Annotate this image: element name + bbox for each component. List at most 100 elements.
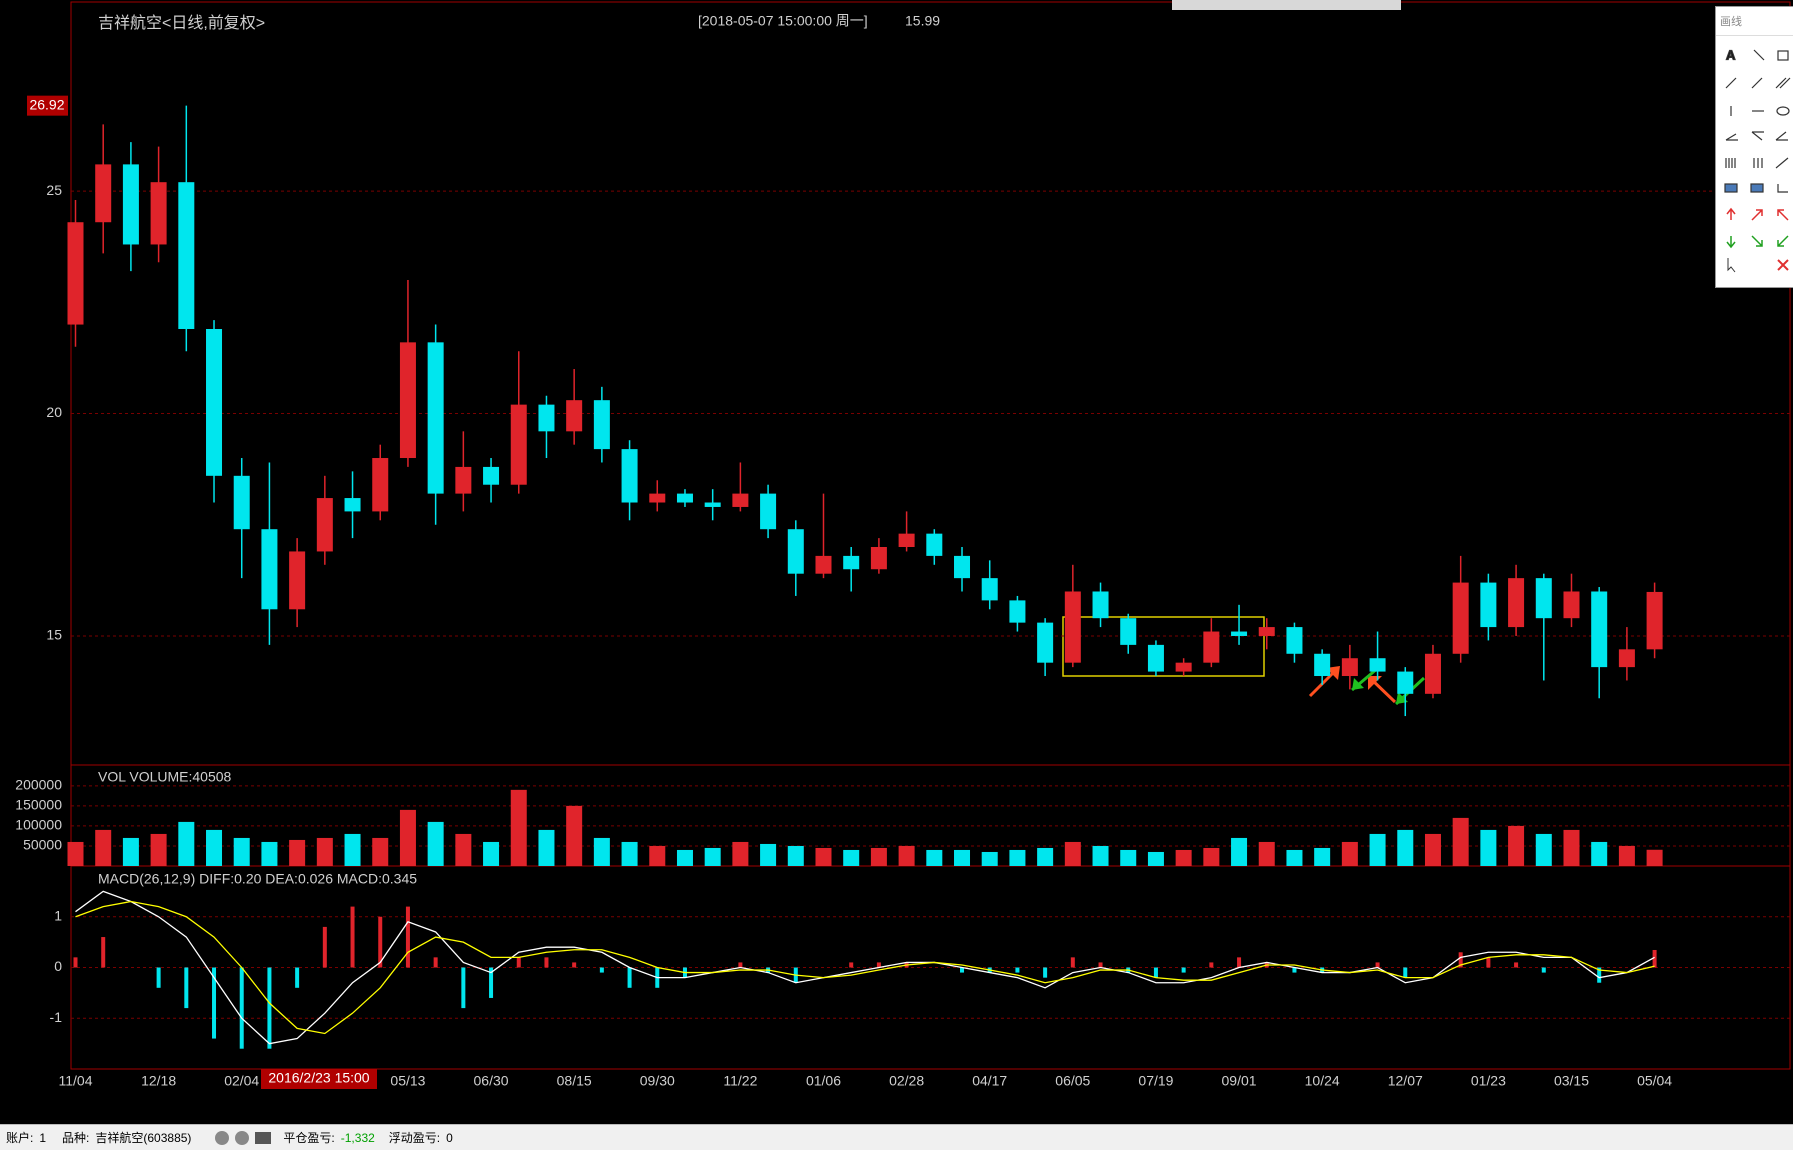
tab-strip[interactable] [1172, 0, 1401, 10]
macd-bar [378, 916, 383, 968]
macd-bar [1043, 967, 1048, 978]
floating-pl-label: 浮动盈亏: [388, 1131, 441, 1145]
macd-bar [1652, 949, 1657, 968]
volume-bar [344, 833, 361, 866]
candle-body [1120, 618, 1137, 645]
closed-pl-label: 平仓盈亏: [283, 1131, 335, 1145]
volume-bar [1508, 825, 1525, 866]
timestamp: [2018-05-07 15:00:00 周一] [698, 13, 868, 29]
macd-bar [1403, 967, 1408, 978]
volume-bar [843, 849, 860, 866]
zoom-out[interactable] [215, 1130, 230, 1145]
volume-label: VOL VOLUME:40508 [98, 769, 232, 785]
candle-body [1203, 631, 1220, 663]
symbol-label: 品种: [62, 1131, 90, 1145]
volume-bar [1064, 841, 1081, 866]
volume-bar [483, 841, 500, 866]
candle-body [316, 498, 333, 552]
x-tick-label: 09/30 [640, 1073, 675, 1089]
volume-bar [1618, 845, 1635, 866]
candle-body [760, 493, 777, 530]
candle-body [593, 400, 610, 450]
volume-bar [704, 847, 721, 866]
candle-body [676, 493, 693, 503]
macd-bar [73, 957, 78, 968]
volume-bar [593, 837, 610, 866]
volume-bar [233, 837, 250, 866]
x-tick-label: 07/19 [1138, 1073, 1173, 1089]
candle-body [1508, 578, 1525, 628]
floating-pl: 0 [446, 1130, 453, 1145]
macd-bar [212, 967, 217, 1039]
macd-bar [295, 967, 300, 988]
macd-bar [1070, 957, 1075, 968]
x-tick-label: 05/13 [390, 1073, 425, 1089]
volume-bar [566, 805, 583, 866]
view-button[interactable] [255, 1131, 272, 1144]
candle-body [510, 404, 527, 485]
macd-bar [849, 962, 854, 968]
candle-body [1452, 582, 1469, 654]
candle-body [843, 555, 860, 570]
price-panel [70, 1, 1791, 766]
candle-body [289, 551, 306, 610]
volume-bar [1009, 849, 1026, 866]
candle-body [1231, 631, 1248, 636]
volume-bar [316, 837, 333, 866]
candle-body [1037, 622, 1054, 663]
y-tick-label: -1 [50, 1009, 63, 1025]
volume-bar [538, 829, 555, 866]
x-tick-label: 02/04 [224, 1073, 259, 1089]
macd-bar [516, 957, 521, 968]
volume-bar [649, 845, 666, 866]
volume-bar [787, 845, 804, 866]
volume-bar [981, 851, 998, 866]
volume-bar [870, 847, 887, 866]
macd-bar [876, 962, 881, 968]
crosshair-label: 2016/2/23 15:00 [268, 1070, 369, 1086]
candle-body [1175, 662, 1192, 672]
candle-body [1646, 591, 1663, 650]
macd-bar [1015, 967, 1020, 973]
macd-bar [599, 967, 604, 973]
y-tick-label: 200000 [15, 777, 62, 793]
volume-bar [732, 841, 749, 866]
macd-bar [1209, 962, 1214, 968]
macd-bar [489, 967, 494, 998]
macd-bar [433, 957, 438, 968]
volume-bar [954, 849, 971, 866]
candle-body [427, 342, 444, 494]
volume-bar [898, 845, 915, 866]
high-marker-box [27, 95, 68, 116]
drawn-rectangle[interactable] [1062, 616, 1265, 677]
zoom-in[interactable] [235, 1130, 250, 1145]
candle-body [1563, 591, 1580, 619]
volume-bar [261, 841, 278, 866]
volume-bar [1591, 841, 1608, 866]
y-tick-label: 15 [46, 627, 62, 643]
volume-bar [122, 837, 139, 866]
volume-bar [1452, 817, 1469, 866]
toolbar-icons[interactable]: A [1716, 36, 1793, 286]
macd-bar [239, 967, 244, 1049]
x-tick-label: 11/22 [723, 1073, 757, 1089]
candle-body [1314, 653, 1331, 677]
candle-body [1341, 658, 1358, 677]
macd-bar [461, 967, 466, 1009]
macd-bar [1597, 967, 1602, 983]
candle-body [1591, 591, 1608, 668]
macd-bar [267, 967, 272, 1049]
y-tick-label: 20 [46, 404, 62, 420]
account[interactable]: 1 [39, 1130, 47, 1145]
symbol[interactable]: 吉祥航空(603885) [95, 1131, 192, 1145]
x-tick-label: 01/23 [1471, 1073, 1506, 1089]
macd-bar [960, 967, 965, 973]
volume-bar [1424, 833, 1441, 866]
candle-body [649, 493, 666, 503]
macd-bar [156, 967, 161, 988]
candle-body [815, 555, 832, 574]
macd-bar [1375, 962, 1380, 968]
candle-body [1258, 627, 1275, 636]
candle-body [1064, 591, 1081, 663]
